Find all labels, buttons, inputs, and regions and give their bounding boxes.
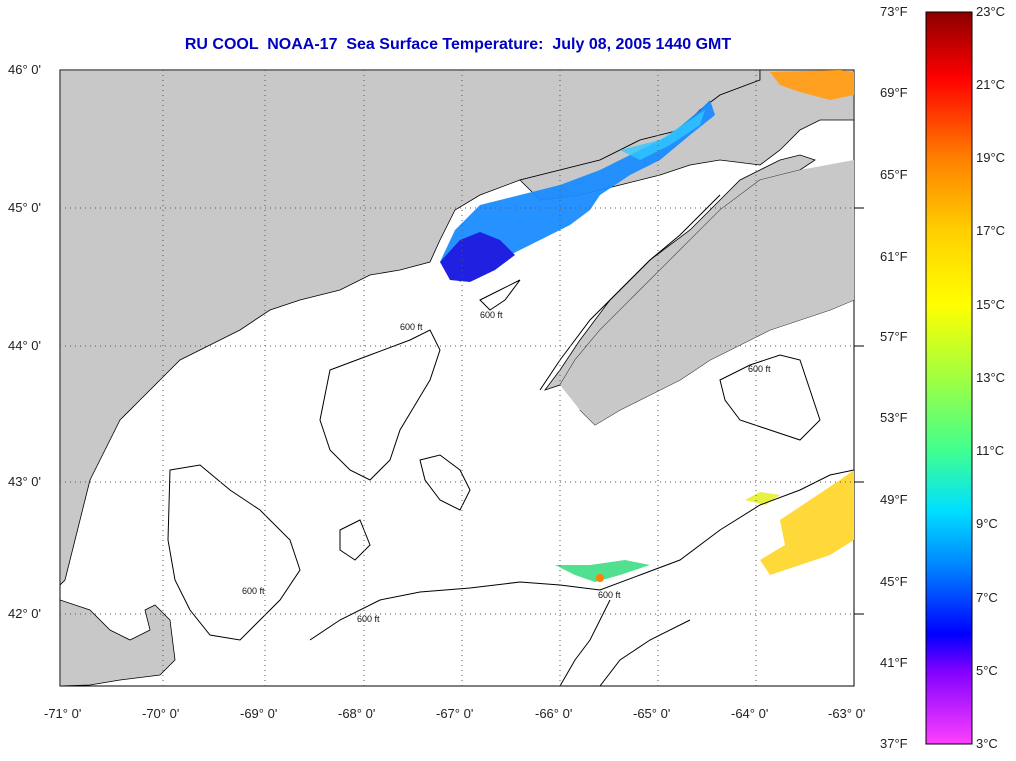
colorbar-f-label: 65°F — [880, 167, 908, 182]
lat-label: 45° 0' — [8, 200, 41, 215]
bathymetry-contour — [479, 279, 521, 311]
sst-bay-of-fundy — [440, 100, 715, 282]
lon-label: -68° 0' — [338, 706, 375, 721]
colorbar — [925, 11, 973, 745]
colorbar-c-label: 5°C — [976, 663, 998, 678]
bathymetry-contour — [167, 464, 301, 641]
lon-label: -69° 0' — [240, 706, 277, 721]
lon-label: -66° 0' — [535, 706, 572, 721]
colorbar-c-label: 21°C — [976, 77, 1005, 92]
colorbar-c-label: 17°C — [976, 223, 1005, 238]
sst-northeast-warm — [770, 70, 854, 100]
colorbar-f-label: 45°F — [880, 574, 908, 589]
sst-fundy-deep-blue — [440, 232, 515, 282]
lon-label: -63° 0' — [828, 706, 865, 721]
colorbar-f-label: 57°F — [880, 329, 908, 344]
lat-label: 46° 0' — [8, 62, 41, 77]
colorbar-c-label: 7°C — [976, 590, 998, 605]
bathymetry-label: 600 ft — [357, 614, 380, 624]
lat-label: 43° 0' — [8, 474, 41, 489]
bathymetry-contour — [339, 519, 371, 561]
bathymetry-label: 600 ft — [242, 586, 265, 596]
map-title: RU COOL NOAA-17 Sea Surface Temperature:… — [184, 36, 732, 53]
bathymetry-label: 600 ft — [598, 590, 621, 600]
bathymetry-contour — [319, 329, 441, 481]
colorbar-f-label: 53°F — [880, 410, 908, 425]
colorbar-c-label: 9°C — [976, 516, 998, 531]
lon-label: -70° 0' — [142, 706, 179, 721]
colorbar-c-label: 11°C — [976, 443, 1004, 458]
colorbar-f-label: 69°F — [880, 85, 908, 100]
lon-label: -64° 0' — [731, 706, 768, 721]
bathymetry-label: 600 ft — [748, 364, 771, 374]
lat-label: 44° 0' — [8, 338, 41, 353]
bathymetry-contour — [539, 194, 721, 391]
colorbar-f-label: 49°F — [880, 492, 908, 507]
bathymetry-label: 600 ft — [480, 310, 503, 320]
bathymetry-contour — [419, 454, 471, 511]
land-cape-cod — [60, 599, 176, 686]
colorbar-c-label: 3°C — [976, 736, 998, 751]
bathymetry-contour — [309, 469, 854, 641]
colorbar-f-label: 73°F — [880, 4, 908, 19]
bathymetry-contour — [599, 619, 691, 686]
lon-label: -65° 0' — [633, 706, 670, 721]
bathymetry-label: 600 ft — [400, 322, 423, 332]
colorbar-c-label: 13°C — [976, 370, 1005, 385]
colorbar-c-label: 15°C — [976, 297, 1005, 312]
colorbar-c-label: 23°C — [976, 4, 1005, 19]
land-nova-scotia-body — [560, 160, 854, 425]
sst-warm-spot — [596, 574, 604, 582]
colorbar-c-label: 19°C — [976, 150, 1005, 165]
bathymetry-contour — [559, 599, 611, 686]
lat-label: 42° 0' — [8, 606, 41, 621]
sst-southeast-warm — [760, 470, 854, 575]
sst-georges-bank — [555, 560, 650, 582]
bathymetry-contour — [719, 354, 821, 441]
colorbar-f-label: 41°F — [880, 655, 908, 670]
lon-label: -67° 0' — [436, 706, 473, 721]
colorbar-f-label: 37°F — [880, 736, 908, 751]
sst-southeast-yellow — [745, 492, 780, 505]
lon-label: -71° 0' — [44, 706, 81, 721]
sst-fundy-cyan — [620, 110, 705, 160]
colorbar-f-label: 61°F — [880, 249, 908, 264]
